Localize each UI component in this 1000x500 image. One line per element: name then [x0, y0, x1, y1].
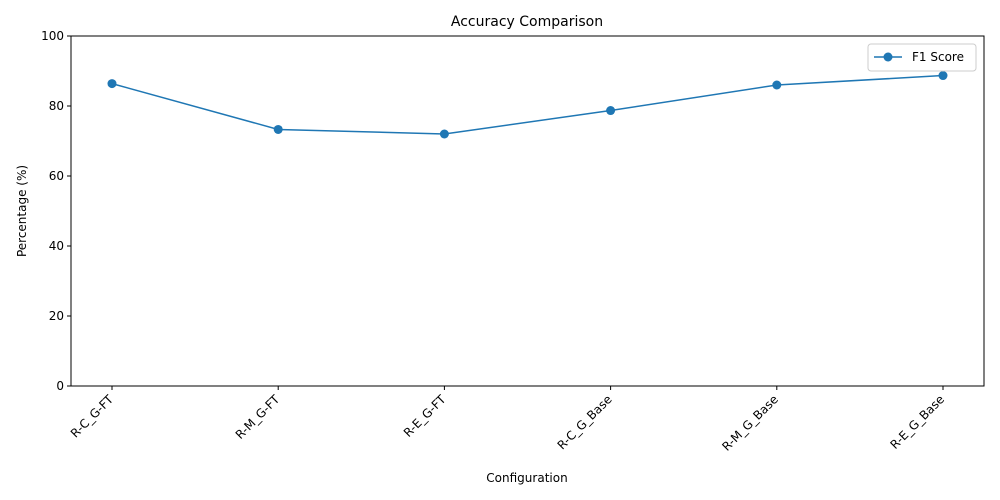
y-axis: 0 20 40 60 80 100 [41, 29, 71, 393]
y-axis-title: Percentage (%) [15, 165, 29, 257]
legend-label: F1 Score [912, 50, 964, 64]
x-tick-label: R-M_G-FT [233, 392, 283, 442]
y-tick-label: 20 [49, 309, 64, 323]
plot-frame [70, 35, 985, 387]
x-tick-label: R-M_G_Base [719, 392, 781, 454]
x-tick-label: R-E_G_Base [888, 392, 948, 452]
y-tick-label: 40 [49, 239, 64, 253]
data-point [273, 124, 283, 134]
x-tick-label: R-C_G-FT [68, 392, 117, 441]
y-tick-label: 100 [41, 29, 64, 43]
x-axis: R-C_G-FT R-M_G-FT R-E_G-FT R-C_G_Base R-M_G_… [68, 386, 947, 454]
series-layer [107, 71, 948, 139]
y-tick-label: 60 [49, 169, 64, 183]
data-point [606, 106, 616, 116]
x-tick-label: R-E_G-FT [401, 392, 449, 440]
y-tick-label: 80 [49, 99, 64, 113]
legend-box [867, 43, 977, 72]
data-point [439, 129, 449, 139]
legend-marker [883, 52, 893, 62]
x-axis-title: Configuration [486, 471, 567, 485]
data-point [107, 79, 117, 89]
legend: F1 Score [867, 43, 977, 72]
chart-title: Accuracy Comparison [451, 14, 603, 30]
series-line [111, 74, 944, 135]
x-tick-label: R-C_G_Base [555, 392, 615, 452]
y-tick-label: 0 [56, 379, 64, 393]
data-point [938, 71, 948, 81]
data-point [772, 80, 782, 90]
plot-area [70, 35, 985, 387]
